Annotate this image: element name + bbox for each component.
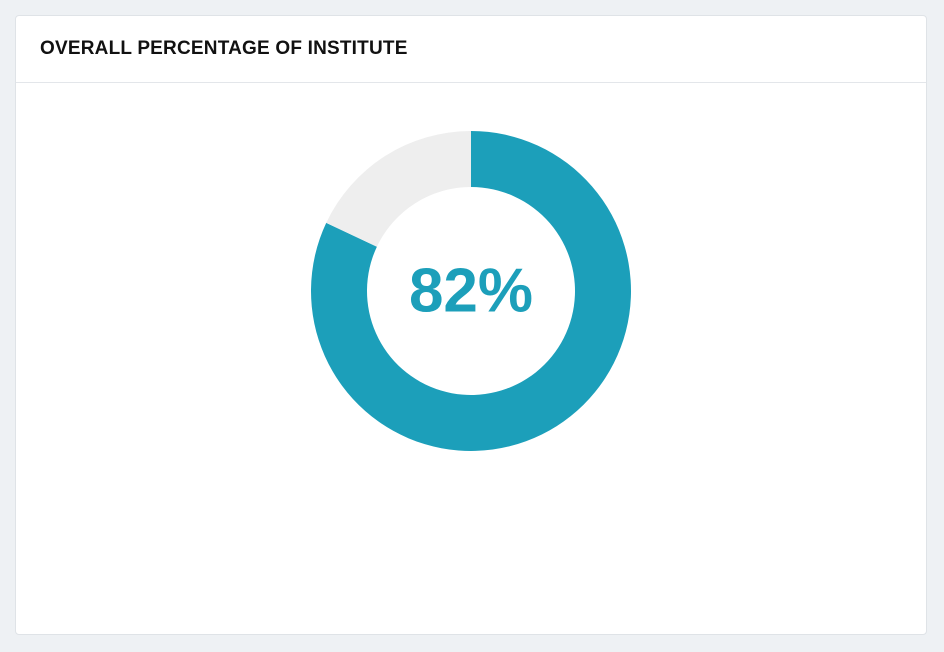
card: OVERALL PERCENTAGE OF INSTITUTE 82% (15, 15, 927, 635)
card-header: OVERALL PERCENTAGE OF INSTITUTE (16, 16, 926, 83)
chart: 82% (310, 131, 631, 451)
donut-segment (326, 131, 471, 247)
donut-segment (310, 131, 631, 451)
center-value-label: 82% (409, 257, 533, 326)
card-title: OVERALL PERCENTAGE OF INSTITUTE (40, 38, 408, 59)
